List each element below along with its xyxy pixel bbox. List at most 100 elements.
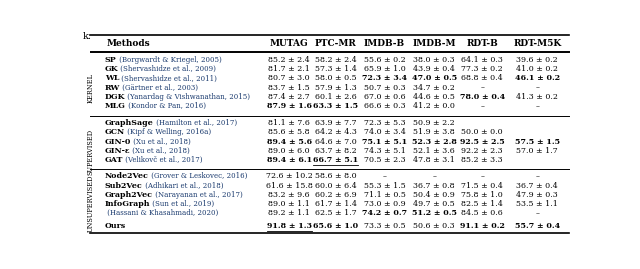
Text: 81.1 ± 7.6: 81.1 ± 7.6 [268,119,310,127]
Text: MUTAG: MUTAG [270,38,308,48]
Text: 78.0 ± 0.4: 78.0 ± 0.4 [460,93,505,101]
Text: IMDB-B: IMDB-B [364,38,405,48]
Text: 92.5 ± 2.5: 92.5 ± 2.5 [460,138,504,146]
Text: 67.0 ± 0.6: 67.0 ± 0.6 [364,93,405,101]
Text: 46.1 ± 0.2: 46.1 ± 0.2 [515,75,560,83]
Text: 52.1 ± 3.6: 52.1 ± 3.6 [413,147,455,155]
Text: 57.3 ± 1.4: 57.3 ± 1.4 [315,65,356,73]
Text: 50.9 ± 2.2: 50.9 ± 2.2 [413,119,455,127]
Text: 68.8 ± 0.4: 68.8 ± 0.4 [461,75,503,83]
Text: 89.0 ± 1.1: 89.0 ± 1.1 [268,200,310,208]
Text: 64.6 ± 7.0: 64.6 ± 7.0 [315,138,356,146]
Text: 57.9 ± 1.3: 57.9 ± 1.3 [315,84,356,92]
Text: Node2Vec: Node2Vec [105,172,148,180]
Text: 60.1 ± 2.6: 60.1 ± 2.6 [315,93,356,101]
Text: 36.7 ± 0.4: 36.7 ± 0.4 [516,182,558,189]
Text: 65.9 ± 1.0: 65.9 ± 1.0 [364,65,406,73]
Text: IMDB-M: IMDB-M [412,38,456,48]
Text: GIN-0: GIN-0 [105,138,131,146]
Text: 72.3 ± 5.3: 72.3 ± 5.3 [364,119,405,127]
Text: 61.7 ± 1.4: 61.7 ± 1.4 [315,200,356,208]
Text: –: – [535,84,540,92]
Text: UNSUPERVISED: UNSUPERVISED [87,175,95,232]
Text: (Shervashidze et al., 2011): (Shervashidze et al., 2011) [119,75,217,83]
Text: 66.6 ± 0.3: 66.6 ± 0.3 [364,102,405,110]
Text: 82.5 ± 1.4: 82.5 ± 1.4 [461,200,503,208]
Text: 41.0 ± 0.2: 41.0 ± 0.2 [516,65,558,73]
Text: 74.3 ± 5.1: 74.3 ± 5.1 [364,147,406,155]
Text: 89.4 ± 5.6: 89.4 ± 5.6 [267,138,312,146]
Text: –: – [383,172,387,180]
Text: 74.0 ± 3.4: 74.0 ± 3.4 [364,128,406,136]
Text: (Shervashidze et al., 2009): (Shervashidze et al., 2009) [118,65,216,73]
Text: 87.9 ± 1.6: 87.9 ± 1.6 [267,102,312,110]
Text: Graph2Vec: Graph2Vec [105,191,153,199]
Text: 63.3 ± 1.5: 63.3 ± 1.5 [313,102,358,110]
Text: (Adhikari et al., 2018): (Adhikari et al., 2018) [143,182,223,189]
Text: (Velikovč et al., 2017): (Velikovč et al., 2017) [123,156,203,164]
Text: 85.6 ± 5.8: 85.6 ± 5.8 [268,128,310,136]
Text: –: – [480,172,484,180]
Text: 73.0 ± 0.9: 73.0 ± 0.9 [364,200,405,208]
Text: GCN: GCN [105,128,125,136]
Text: 55.7 ± 0.4: 55.7 ± 0.4 [515,222,560,229]
Text: GraphSage: GraphSage [105,119,154,127]
Text: 75.8 ± 1.0: 75.8 ± 1.0 [461,191,503,199]
Text: 50.6 ± 0.3: 50.6 ± 0.3 [413,222,455,229]
Text: 58.2 ± 2.4: 58.2 ± 2.4 [315,56,356,64]
Text: 38.0 ± 0.3: 38.0 ± 0.3 [413,56,455,64]
Text: RDT-M5K: RDT-M5K [513,38,561,48]
Text: 60.0 ± 6.4: 60.0 ± 6.4 [315,182,356,189]
Text: 91.1 ± 0.2: 91.1 ± 0.2 [460,222,505,229]
Text: 83.7 ± 1.5: 83.7 ± 1.5 [268,84,310,92]
Text: Methods: Methods [106,38,150,48]
Text: 55.3 ± 1.5: 55.3 ± 1.5 [364,182,406,189]
Text: 80.7 ± 3.0: 80.7 ± 3.0 [268,75,310,83]
Text: 63.7 ± 8.2: 63.7 ± 8.2 [315,147,356,155]
Text: (Yanardag & Vishwanathan, 2015): (Yanardag & Vishwanathan, 2015) [125,93,250,101]
Text: 44.6 ± 0.5: 44.6 ± 0.5 [413,93,455,101]
Text: 51.9 ± 3.8: 51.9 ± 3.8 [413,128,455,136]
Text: (Hamilton et al., 2017): (Hamilton et al., 2017) [154,119,237,127]
Text: 92.2 ± 2.3: 92.2 ± 2.3 [461,147,503,155]
Text: 36.7 ± 0.8: 36.7 ± 0.8 [413,182,455,189]
Text: 72.6 ± 10.2: 72.6 ± 10.2 [266,172,312,180]
Text: 43.9 ± 0.4: 43.9 ± 0.4 [413,65,455,73]
Text: –: – [535,209,540,217]
Text: 70.5 ± 2.3: 70.5 ± 2.3 [364,156,405,164]
Text: 53.5 ± 1.1: 53.5 ± 1.1 [516,200,558,208]
Text: –: – [432,172,436,180]
Text: 49.7 ± 0.5: 49.7 ± 0.5 [413,200,455,208]
Text: 47.9 ± 0.3: 47.9 ± 0.3 [516,191,558,199]
Text: –: – [535,172,540,180]
Text: 72.3 ± 3.4: 72.3 ± 3.4 [362,75,407,83]
Text: 51.2 ± 0.5: 51.2 ± 0.5 [412,209,457,217]
Text: 34.7 ± 0.2: 34.7 ± 0.2 [413,84,455,92]
Text: (Sun et al., 2019): (Sun et al., 2019) [150,200,214,208]
Text: (Kondor & Pan, 2016): (Kondor & Pan, 2016) [125,102,205,110]
Text: 57.5 ± 1.5: 57.5 ± 1.5 [515,138,560,146]
Text: 58.6 ± 8.0: 58.6 ± 8.0 [315,172,356,180]
Text: GIN-ε: GIN-ε [105,147,131,155]
Text: 58.0 ± 0.5: 58.0 ± 0.5 [315,75,356,83]
Text: DGK: DGK [105,93,125,101]
Text: 50.0 ± 0.0: 50.0 ± 0.0 [461,128,503,136]
Text: 66.7 ± 5.1: 66.7 ± 5.1 [313,156,358,164]
Text: 47.8 ± 3.1: 47.8 ± 3.1 [413,156,455,164]
Text: RW: RW [105,84,120,92]
Text: (Narayanan et al., 2017): (Narayanan et al., 2017) [153,191,243,199]
Text: Ours: Ours [105,222,126,229]
Text: 81.7 ± 2.1: 81.7 ± 2.1 [268,65,310,73]
Text: 74.2 ± 0.7: 74.2 ± 0.7 [362,209,407,217]
Text: (Grover & Leskovec, 2016): (Grover & Leskovec, 2016) [148,172,247,180]
Text: (Gärtner et al., 2003): (Gärtner et al., 2003) [120,84,198,92]
Text: –: – [535,102,540,110]
Text: 73.3 ± 0.5: 73.3 ± 0.5 [364,222,405,229]
Text: GK: GK [105,65,118,73]
Text: Sub2Vec: Sub2Vec [105,182,143,189]
Text: 84.5 ± 0.6: 84.5 ± 0.6 [461,209,503,217]
Text: 91.8 ± 1.3: 91.8 ± 1.3 [267,222,312,229]
Text: 41.3 ± 0.2: 41.3 ± 0.2 [516,93,558,101]
Text: 77.3 ± 0.2: 77.3 ± 0.2 [461,65,503,73]
Text: 63.9 ± 7.7: 63.9 ± 7.7 [315,119,356,127]
